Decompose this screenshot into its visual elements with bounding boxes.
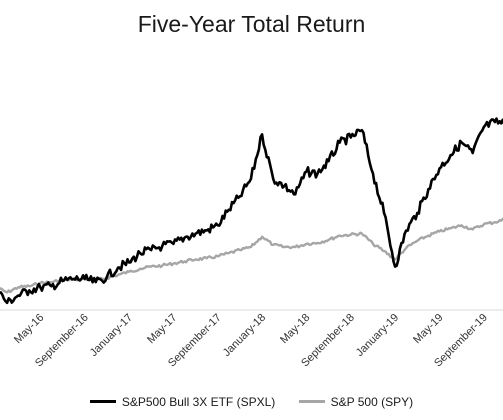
x-tick-label: January-16: [0, 312, 2, 359]
legend: S&P500 Bull 3X ETF (SPXL) S&P 500 (SPY): [0, 392, 503, 409]
x-tick-label: May-17: [145, 312, 179, 346]
legend-swatch-spxl: [89, 400, 116, 403]
legend-label-spy: S&P 500 (SPY): [330, 394, 414, 409]
series-line-spy: [0, 217, 503, 294]
x-tick-label: May-18: [278, 312, 312, 346]
chart-title: Five-Year Total Return: [137, 11, 366, 37]
x-tick-label: January-17: [88, 312, 135, 359]
legend-item-spy: S&P 500 (SPY): [298, 394, 414, 409]
legend-label-spxl: S&P500 Bull 3X ETF (SPXL): [121, 394, 276, 409]
x-tick-label: May-19: [411, 312, 445, 346]
x-tick-label: January-19: [354, 312, 401, 359]
x-tick-label: January-18: [221, 312, 268, 359]
legend-swatch-spy: [298, 400, 325, 403]
legend-item-spxl: S&P500 Bull 3X ETF (SPXL): [89, 394, 276, 409]
series-layer: [0, 117, 503, 305]
x-tick-label: May-16: [12, 312, 46, 346]
series-line-spxl: [0, 117, 503, 305]
